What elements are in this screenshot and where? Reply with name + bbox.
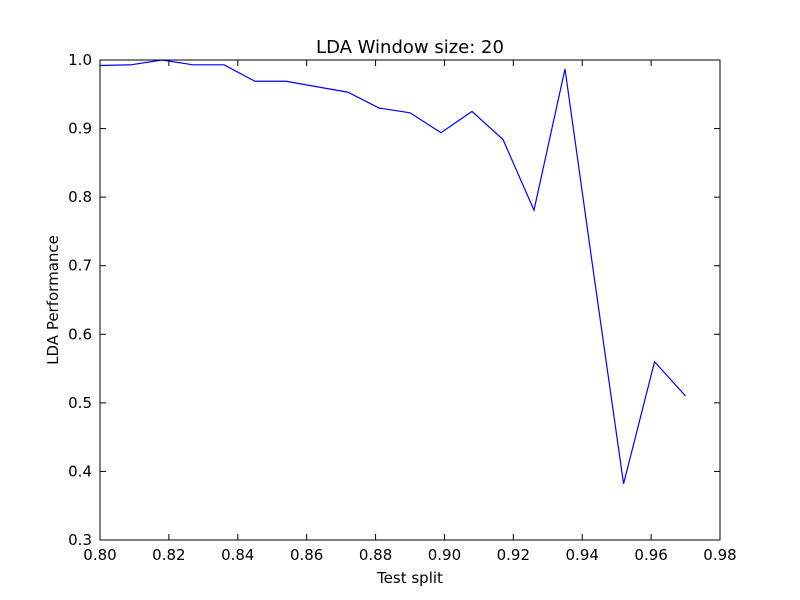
y-tick-label: 0.9: [68, 120, 92, 138]
x-tick-label: 0.84: [221, 546, 254, 564]
plot-frame: [99, 59, 721, 541]
y-tick-label: 1.0: [68, 51, 92, 69]
x-tick-label: 0.82: [152, 546, 185, 564]
y-tick-label: 0.3: [68, 531, 92, 549]
y-tick-label: 0.8: [68, 188, 92, 206]
y-tick-label: 0.7: [68, 257, 92, 275]
y-tick-label: 0.5: [68, 394, 92, 412]
x-tick-label: 0.98: [703, 546, 736, 564]
x-tick-label: 0.94: [566, 546, 599, 564]
y-tick-label: 0.6: [68, 325, 92, 343]
y-axis-title: LDA Performance: [44, 235, 62, 365]
y-tick-label: 0.4: [68, 462, 92, 480]
x-tick-label: 0.80: [83, 546, 116, 564]
ticks-layer: 0.80 0.82 0.84 0.86 0.88 0.90 0.92 0.94 0.96 0.98…: [68, 51, 737, 564]
x-tick-label: 0.92: [497, 546, 530, 564]
series-line-0: [99, 59, 687, 484]
x-tick-label: 0.90: [428, 546, 461, 564]
x-tick-label: 0.88: [359, 546, 392, 564]
x-tick-label: 0.86: [290, 546, 323, 564]
x-axis-title: Test split: [376, 569, 443, 587]
x-tick-label: 0.96: [634, 546, 667, 564]
chart-title: LDA Window size: 20: [316, 37, 504, 58]
series-layer: [99, 59, 687, 484]
